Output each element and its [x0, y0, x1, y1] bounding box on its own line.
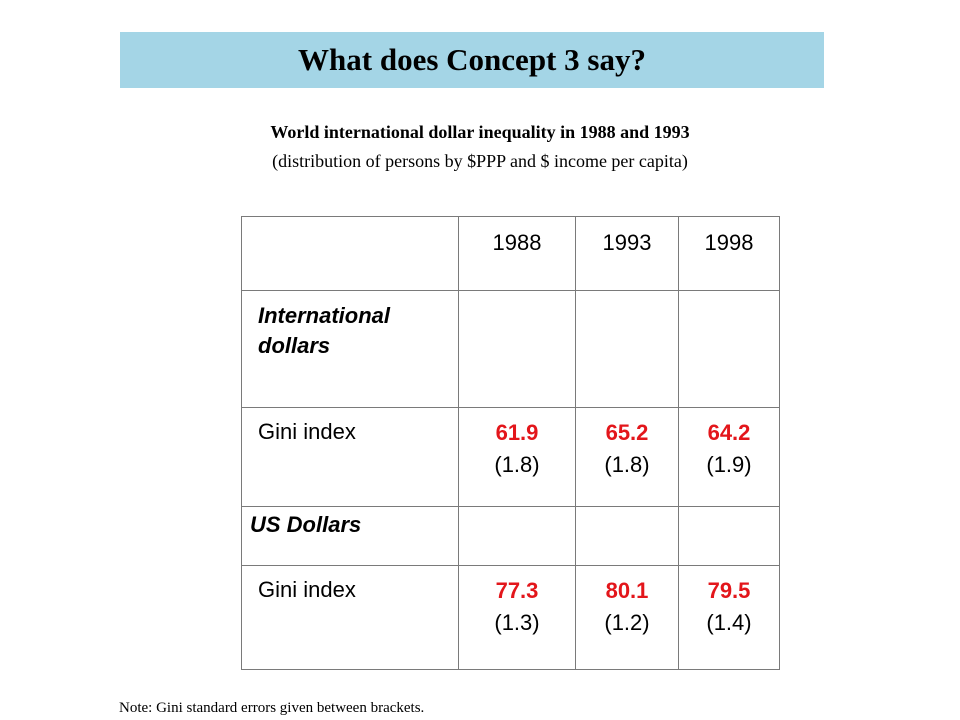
row-label-cell: Gini index — [241, 565, 459, 670]
section-row-us-dollars: US Dollars — [241, 506, 780, 566]
table-caption-detail: (distribution of persons by $PPP and $ i… — [272, 151, 688, 171]
footnote: Note: Gini standard errors given between… — [119, 700, 425, 716]
section-heading-cell: International dollars — [241, 290, 459, 408]
table-caption: World international dollar inequality in… — [270, 122, 690, 142]
standard-error: (1.9) — [706, 452, 752, 477]
year-label: 1993 — [602, 230, 652, 255]
standard-error: (1.8) — [604, 452, 650, 477]
value-cell: 64.2 (1.9) — [678, 407, 780, 507]
year-label: 1988 — [492, 230, 542, 255]
value-cell: 61.9 (1.8) — [458, 407, 576, 507]
table-row-gini-us: Gini index 77.3 (1.3) 80.1 (1.2) 79.5 (1.4) — [241, 565, 780, 670]
empty-cell — [678, 506, 780, 566]
year-header-1998: 1998 — [678, 216, 780, 291]
gini-value: 64.2 — [707, 420, 751, 445]
standard-error: (1.4) — [706, 610, 752, 635]
section-heading: International dollars — [258, 303, 391, 358]
empty-cell — [458, 506, 576, 566]
value-cell: 77.3 (1.3) — [458, 565, 576, 670]
year-header-1993: 1993 — [575, 216, 679, 291]
standard-error: (1.3) — [494, 610, 540, 635]
gini-value: 80.1 — [605, 578, 649, 603]
section-heading: US Dollars — [250, 512, 362, 537]
empty-cell — [575, 290, 679, 408]
empty-cell — [575, 506, 679, 566]
empty-cell — [678, 290, 780, 408]
row-label: Gini index — [258, 577, 356, 602]
standard-error: (1.2) — [604, 610, 650, 635]
gini-value: 77.3 — [495, 578, 539, 603]
table-row-gini-international: Gini index 61.9 (1.8) 65.2 (1.8) 64.2 (1.9) — [241, 407, 780, 507]
gini-value: 79.5 — [707, 578, 751, 603]
gini-value: 61.9 — [495, 420, 539, 445]
section-heading-cell: US Dollars — [241, 506, 459, 566]
value-cell: 79.5 (1.4) — [678, 565, 780, 670]
gini-table: 1988 1993 1998 International dollars Gin… — [241, 216, 780, 670]
year-header-1988: 1988 — [458, 216, 576, 291]
section-row-international-dollars: International dollars — [241, 290, 780, 408]
empty-cell — [458, 290, 576, 408]
row-label: Gini index — [258, 419, 356, 444]
table-header-row: 1988 1993 1998 — [241, 216, 780, 291]
value-cell: 80.1 (1.2) — [575, 565, 679, 670]
gini-value: 65.2 — [605, 420, 649, 445]
slide-title: What does Concept 3 say? — [120, 32, 824, 88]
header-empty-cell — [241, 216, 459, 291]
year-label: 1998 — [704, 230, 754, 255]
value-cell: 65.2 (1.8) — [575, 407, 679, 507]
standard-error: (1.8) — [494, 452, 540, 477]
row-label-cell: Gini index — [241, 407, 459, 507]
